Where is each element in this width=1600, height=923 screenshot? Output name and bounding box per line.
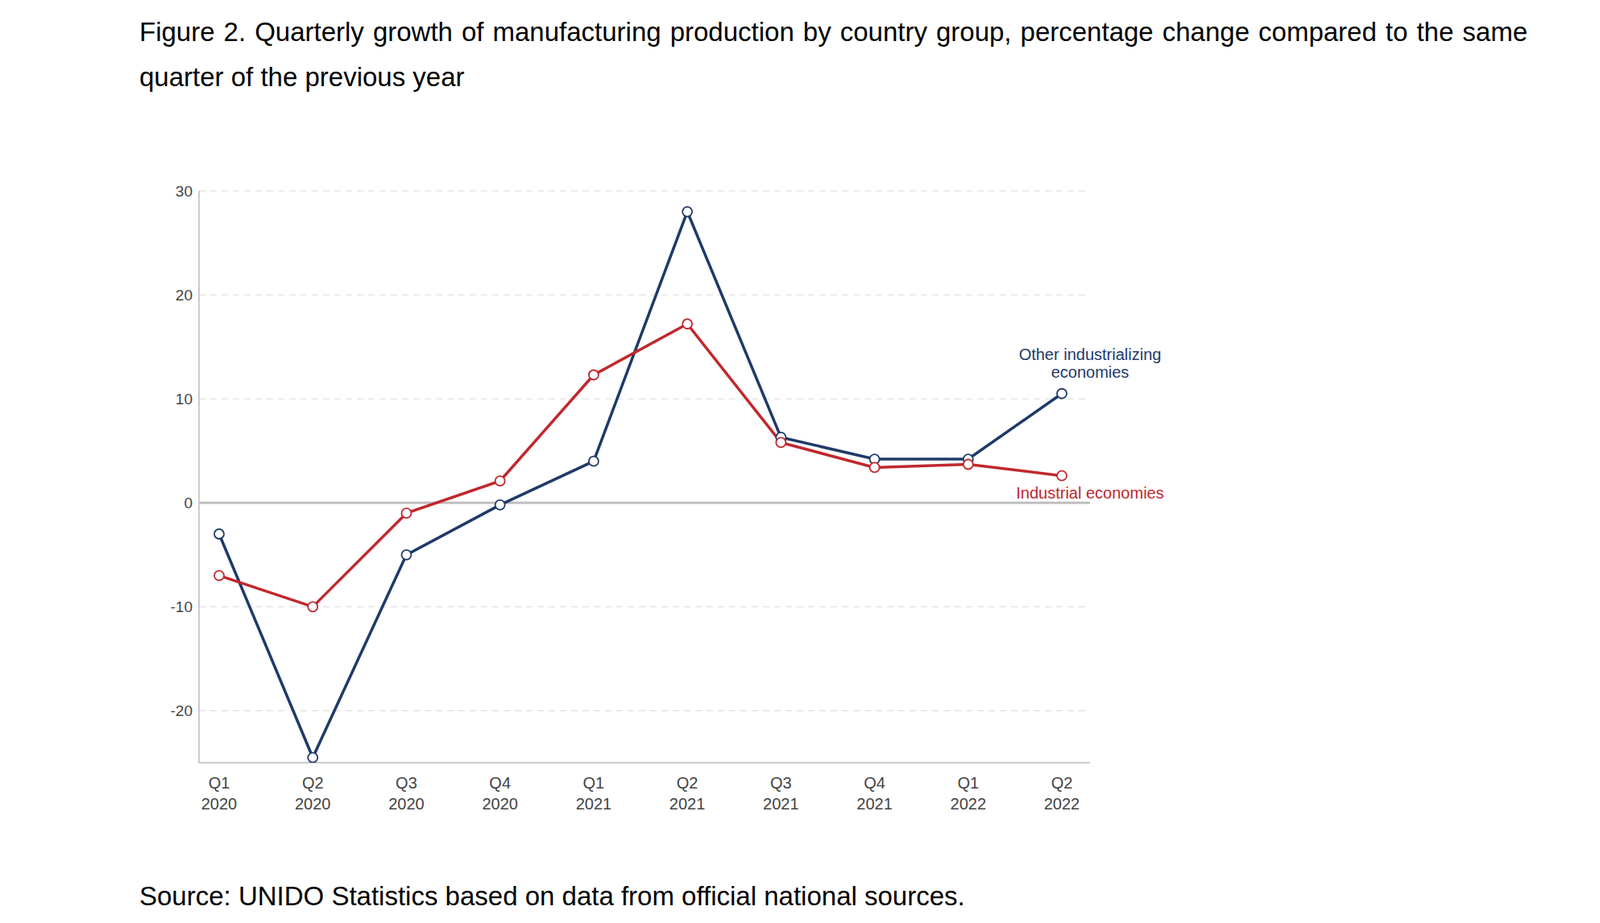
svg-text:Q4: Q4: [863, 774, 886, 792]
svg-text:Q2: Q2: [676, 774, 699, 792]
svg-text:Industrial economies: Industrial economies: [1015, 484, 1164, 502]
svg-text:10: 10: [175, 390, 193, 408]
svg-text:2022: 2022: [950, 795, 987, 813]
svg-text:Q1: Q1: [957, 774, 979, 792]
svg-text:Q3: Q3: [770, 774, 792, 792]
svg-text:30: 30: [175, 182, 193, 200]
svg-text:Q3: Q3: [395, 774, 418, 792]
svg-text:0: 0: [183, 494, 193, 512]
svg-text:Q2: Q2: [302, 774, 324, 792]
svg-text:2022: 2022: [1044, 795, 1081, 813]
svg-text:2020: 2020: [294, 795, 332, 813]
html-text:Figure 2. Quarterly growth of: Figure 2. Quarterly growth of manufactur…: [139, 16, 1528, 92]
html-text:Source: UNIDO Statistics based: Source: UNIDO Statistics based on data f…: [139, 881, 965, 912]
svg-text:-10: -10: [170, 598, 193, 616]
svg-text:economies: economies: [1051, 363, 1130, 382]
svg-text:2020: 2020: [481, 795, 519, 813]
svg-text:2021: 2021: [669, 795, 706, 813]
svg-text:Other industrializing: Other industrializing: [1019, 345, 1162, 364]
svg-text:Q1: Q1: [208, 774, 231, 792]
svg-text:2021: 2021: [856, 795, 893, 813]
svg-text:20: 20: [175, 286, 193, 304]
svg-text:-20: -20: [170, 702, 193, 720]
svg-text:2020: 2020: [201, 795, 238, 813]
svg-text:Q2: Q2: [1051, 774, 1074, 792]
svg-text:2020: 2020: [388, 795, 425, 813]
svg-text:Q4: Q4: [489, 774, 511, 792]
svg-text:2021: 2021: [576, 795, 613, 813]
svg-text:Q1: Q1: [583, 774, 606, 792]
svg-text:2021: 2021: [762, 795, 800, 813]
